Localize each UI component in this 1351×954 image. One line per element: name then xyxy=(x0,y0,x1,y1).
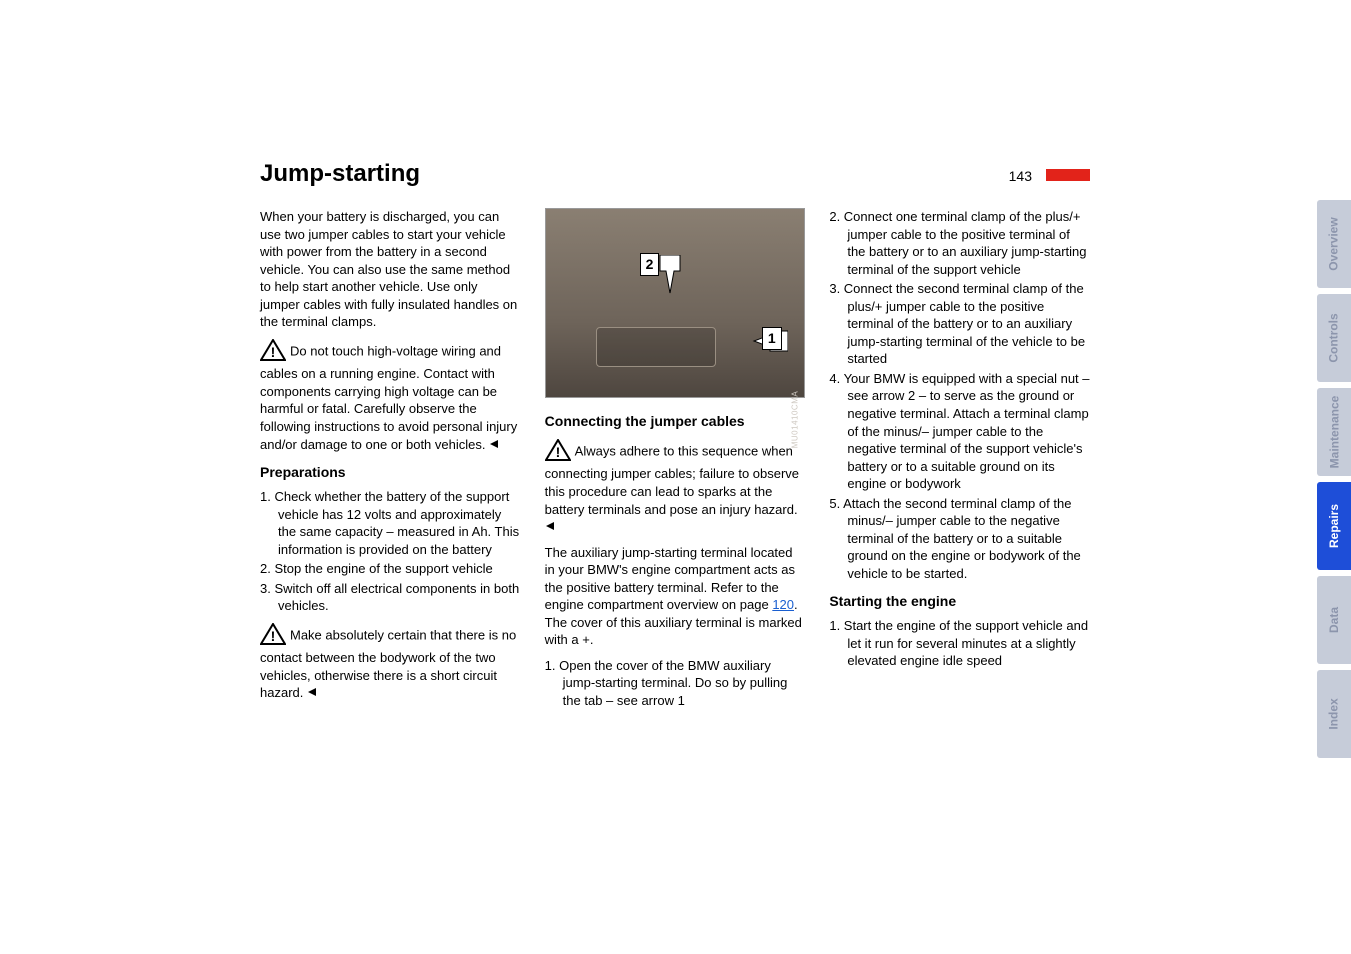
aux-terminal-paragraph: The auxiliary jump-starting terminal loc… xyxy=(545,544,806,649)
svg-text:!: ! xyxy=(555,444,560,460)
warning-highvoltage: ! Do not touch high-voltage wiring and c… xyxy=(260,339,521,453)
column-3: 2. Connect one terminal clamp of the plu… xyxy=(829,208,1090,718)
intro-paragraph: When your battery is discharged, you can… xyxy=(260,208,521,331)
connect-step-2: 2. Connect one terminal clamp of the plu… xyxy=(829,208,1090,278)
figure-arrow-2-label: 2 xyxy=(640,253,660,276)
content-columns: When your battery is discharged, you can… xyxy=(260,208,1090,718)
warning-icon: ! xyxy=(545,439,571,466)
warning-icon: ! xyxy=(260,339,286,366)
tab-label: Repairs xyxy=(1327,504,1341,548)
column-2: 2 1 MU01410CMA Connecting the jumper cab… xyxy=(545,208,806,718)
warning-text: Always adhere to this sequence when conn… xyxy=(545,444,799,517)
page-corner-marker xyxy=(1046,169,1090,181)
start-step-1: 1. Start the engine of the support vehic… xyxy=(829,617,1090,670)
end-marker-icon xyxy=(489,436,499,454)
end-marker-icon xyxy=(307,684,317,702)
prep-item-1: 1. Check whether the battery of the supp… xyxy=(260,488,521,558)
prep-item-3: 3. Switch off all electrical components … xyxy=(260,580,521,615)
warning-text: Do not touch high-voltage wiring and cab… xyxy=(260,344,517,452)
warning-text: Make absolutely certain that there is no… xyxy=(260,628,516,701)
warning-icon: ! xyxy=(260,623,286,650)
connecting-heading: Connecting the jumper cables xyxy=(545,412,806,431)
engine-compartment-figure: 2 1 MU01410CMA xyxy=(545,208,805,398)
connect-step-5: 5. Attach the second terminal clamp of t… xyxy=(829,495,1090,583)
page-title: Jump-starting xyxy=(260,160,420,188)
starting-list: 1. Start the engine of the support vehic… xyxy=(829,617,1090,670)
figure-code: MU01410CMA xyxy=(791,391,802,448)
preparations-heading: Preparations xyxy=(260,463,521,482)
tab-overview[interactable]: Overview xyxy=(1317,200,1351,288)
figure-arrow-1-label: 1 xyxy=(762,327,782,350)
tab-label: Maintenance xyxy=(1327,396,1341,469)
end-marker-icon xyxy=(545,518,555,536)
connect-step-3: 3. Connect the second terminal clamp of … xyxy=(829,280,1090,368)
tab-controls[interactable]: Controls xyxy=(1317,294,1351,382)
tab-label: Index xyxy=(1327,698,1341,729)
warning-contact: ! Make absolutely certain that there is … xyxy=(260,623,521,702)
starting-heading: Starting the engine xyxy=(829,592,1090,611)
tab-label: Data xyxy=(1327,607,1341,633)
svg-text:!: ! xyxy=(271,344,276,360)
warning-sequence: ! Always adhere to this sequence when co… xyxy=(545,439,806,536)
side-nav-tabs: Overview Controls Maintenance Repairs Da… xyxy=(1317,200,1351,758)
tab-label: Controls xyxy=(1327,313,1341,362)
tab-data[interactable]: Data xyxy=(1317,576,1351,664)
connect-list-part2: 2. Connect one terminal clamp of the plu… xyxy=(829,208,1090,582)
tab-index[interactable]: Index xyxy=(1317,670,1351,758)
page-header: Jump-starting 143 xyxy=(260,160,1090,188)
connect-step-1: 1. Open the cover of the BMW auxiliary j… xyxy=(545,657,806,710)
tab-repairs[interactable]: Repairs xyxy=(1317,482,1351,570)
tab-maintenance[interactable]: Maintenance xyxy=(1317,388,1351,476)
connect-step-4: 4. Your BMW is equipped with a special n… xyxy=(829,370,1090,493)
preparations-list: 1. Check whether the battery of the supp… xyxy=(260,488,521,615)
engine-cover-shape xyxy=(596,327,716,367)
aux-text-a: The auxiliary jump-starting terminal loc… xyxy=(545,545,795,613)
tab-label: Overview xyxy=(1327,217,1341,270)
manual-page: Jump-starting 143 When your battery is d… xyxy=(0,0,1351,954)
prep-item-2: 2. Stop the engine of the support vehicl… xyxy=(260,560,521,578)
svg-text:!: ! xyxy=(271,628,276,644)
arrow-2-shape xyxy=(656,255,682,295)
column-1: When your battery is discharged, you can… xyxy=(260,208,521,718)
connect-list-part1: 1. Open the cover of the BMW auxiliary j… xyxy=(545,657,806,710)
page-number: 143 xyxy=(1009,168,1038,184)
page-120-link[interactable]: 120 xyxy=(772,597,794,612)
